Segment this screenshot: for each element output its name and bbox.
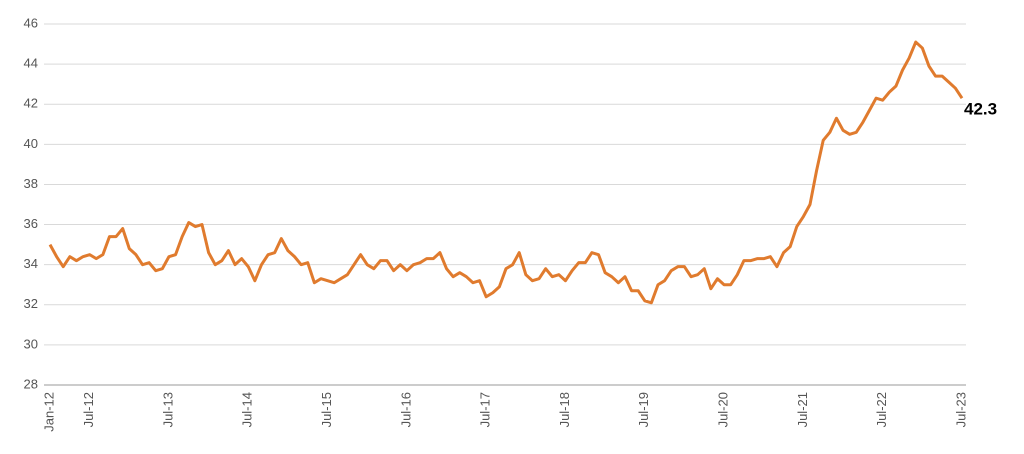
x-tick-label: Jul-23	[953, 392, 968, 427]
y-tick-label: 28	[24, 376, 38, 391]
end-label: 42.3	[964, 99, 997, 118]
y-tick-label: 34	[24, 256, 38, 271]
y-tick-label: 40	[24, 136, 38, 151]
y-tick-label: 38	[24, 176, 38, 191]
x-tick-label: Jul-17	[478, 392, 493, 427]
x-tick-label: Jul-22	[874, 392, 889, 427]
y-tick-label: 42	[24, 96, 38, 111]
x-tick-label: Jul-13	[160, 392, 175, 427]
x-tick-label: Jul-21	[795, 392, 810, 427]
x-tick-label: Jan-12	[41, 392, 56, 432]
y-tick-label: 36	[24, 216, 38, 231]
x-tick-label: Jul-14	[240, 392, 255, 427]
x-tick-label: Jul-16	[398, 392, 413, 427]
data-line	[48, 40, 964, 305]
y-tick-label: 46	[24, 15, 38, 30]
y-tick-label: 30	[24, 336, 38, 351]
x-tick-label: Jul-15	[319, 392, 334, 427]
x-tick-label: Jul-12	[81, 392, 96, 427]
x-tick-label: Jul-19	[636, 392, 651, 427]
x-tick-label: Jul-18	[557, 392, 572, 427]
y-tick-label: 32	[24, 296, 38, 311]
x-tick-label: Jul-20	[716, 392, 731, 427]
y-tick-label: 44	[24, 56, 38, 71]
